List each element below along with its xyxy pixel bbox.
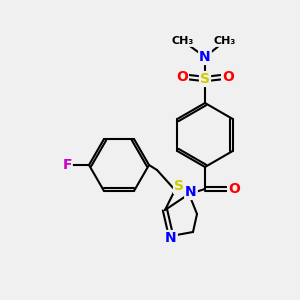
Text: S: S — [200, 72, 210, 86]
Text: O: O — [176, 70, 188, 84]
Text: CH₃: CH₃ — [214, 36, 236, 46]
Text: CH₃: CH₃ — [172, 36, 194, 46]
Text: N: N — [199, 50, 211, 64]
Text: O: O — [228, 182, 240, 196]
Text: N: N — [165, 231, 177, 245]
Text: S: S — [174, 179, 184, 193]
Text: O: O — [222, 70, 234, 84]
Text: N: N — [185, 185, 197, 199]
Text: F: F — [62, 158, 72, 172]
